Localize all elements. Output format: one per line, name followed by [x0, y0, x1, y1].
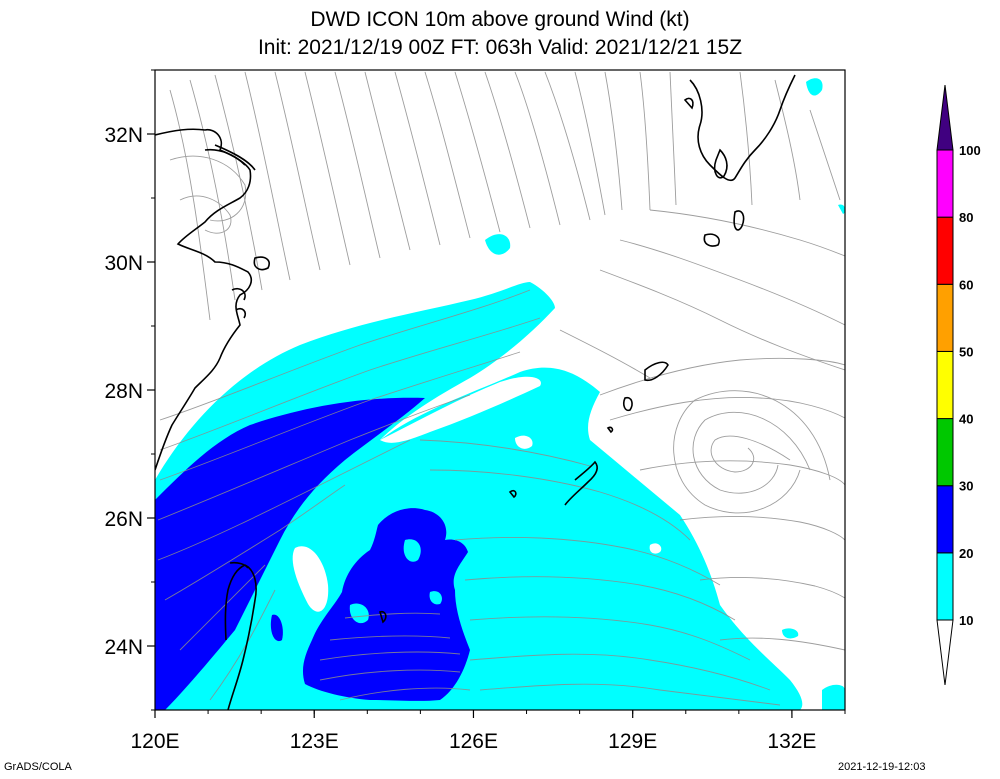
- lat-tick-label: 30N: [104, 252, 143, 275]
- lon-tick-label: 123E: [290, 730, 339, 753]
- longitude-axis: 120E 123E 126E 129E 132E: [130, 710, 846, 753]
- lon-tick-label: 132E: [767, 730, 816, 753]
- map-subtitle: Init: 2021/12/19 00Z FT: 063h Valid: 202…: [257, 36, 743, 59]
- lon-tick-label: 126E: [449, 730, 498, 753]
- colorbar-swatch: [936, 485, 954, 554]
- colorbar-label: 30: [959, 479, 973, 494]
- streamlines: [157, 71, 845, 706]
- map-content: [155, 71, 845, 710]
- colorbar-label: 20: [959, 546, 973, 561]
- colorbar-label: 60: [959, 277, 973, 292]
- footer-timestamp: 2021-12-19-12:03: [838, 761, 926, 773]
- colorbar-label: 50: [959, 344, 973, 359]
- colorbar-label: 40: [959, 412, 973, 427]
- colorbar-above-arrow: [936, 84, 954, 151]
- lat-tick-label: 32N: [104, 124, 143, 147]
- lat-tick-label: 26N: [104, 508, 143, 531]
- footer-credit: GrADS/COLA: [4, 761, 72, 773]
- colorbar-label: 10: [959, 613, 973, 628]
- colorbar-label: 80: [959, 210, 973, 225]
- map-title: DWD ICON 10m above ground Wind (kt): [310, 8, 690, 31]
- colorbar-swatch: [936, 283, 954, 352]
- colorbar-swatch: [936, 149, 954, 218]
- colorbar-swatch: [936, 216, 954, 285]
- lat-tick-label: 28N: [104, 380, 143, 403]
- coastlines: [155, 74, 796, 710]
- colorbar-swatch: [936, 350, 954, 420]
- blue-holes: [349, 539, 442, 624]
- lon-tick-label: 129E: [608, 730, 657, 753]
- wind-band-20-30: [155, 397, 470, 710]
- colorbar-below-arrow: [936, 619, 954, 686]
- lat-tick-label: 24N: [104, 636, 143, 659]
- calm-zones: [292, 376, 662, 612]
- lon-tick-label: 120E: [130, 730, 179, 753]
- latitude-axis: 24N 26N 28N 30N 32N: [104, 69, 155, 711]
- colorbar-swatch: [936, 418, 954, 487]
- colorbar-swatch: [936, 552, 954, 621]
- colorbar-label: 100: [959, 143, 981, 158]
- colorbar-legend: 10 20 30 40 50 60 80 100: [936, 84, 981, 686]
